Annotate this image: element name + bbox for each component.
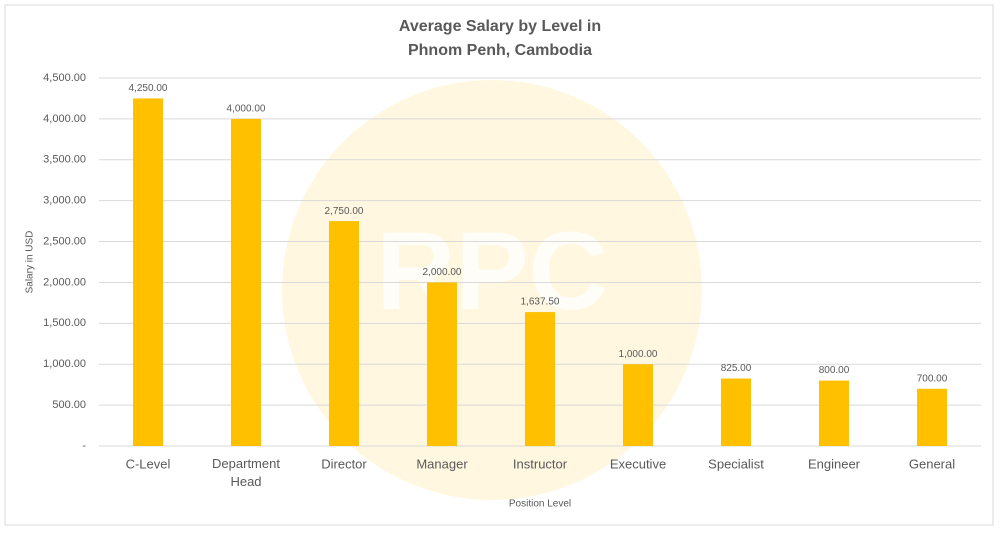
x-tick-label: Manager xyxy=(416,456,468,471)
y-tick-label: 3,500.00 xyxy=(43,154,86,166)
value-label: 825.00 xyxy=(721,363,752,374)
value-label: 4,250.00 xyxy=(129,83,168,94)
bar xyxy=(329,221,359,446)
bar xyxy=(133,98,163,446)
y-tick-label: 500.00 xyxy=(52,399,86,411)
y-tick-label: 4,500.00 xyxy=(43,72,86,84)
y-tick-label: 1,000.00 xyxy=(43,358,86,370)
bar xyxy=(819,380,849,446)
value-label: 800.00 xyxy=(819,365,850,376)
bar xyxy=(525,312,555,446)
y-tick-label: 4,000.00 xyxy=(43,113,86,125)
y-tick-label: 1,500.00 xyxy=(43,317,86,329)
value-label: 2,750.00 xyxy=(325,206,364,217)
bar xyxy=(231,118,261,446)
x-tick-label: Executive xyxy=(610,456,666,471)
bar xyxy=(427,282,457,446)
y-axis-label: Salary in USD xyxy=(25,231,36,294)
x-tick-label: Instructor xyxy=(513,456,568,471)
y-tick-label: 2,500.00 xyxy=(43,235,86,247)
x-axis-label: Position Level xyxy=(509,499,571,510)
x-tick-label: Specialist xyxy=(708,456,764,471)
value-label: 2,000.00 xyxy=(423,267,462,278)
watermark: RPC xyxy=(376,210,608,333)
x-tick-label: C-Level xyxy=(126,456,171,471)
bar xyxy=(623,364,653,446)
chart-title: Phnom Penh, Cambodia xyxy=(408,42,592,59)
value-label: 4,000.00 xyxy=(227,104,266,115)
y-tick-label: - xyxy=(82,440,86,452)
x-tick-label: Department Head xyxy=(212,456,280,489)
chart-title: Average Salary by Level in xyxy=(399,18,601,35)
watermark-circle xyxy=(282,80,702,500)
bar xyxy=(917,388,947,446)
x-tick-label: Director xyxy=(321,456,367,471)
x-tick-label: General xyxy=(909,456,955,471)
value-label: 700.00 xyxy=(917,373,948,384)
y-tick-label: 3,000.00 xyxy=(43,195,86,207)
x-tick-label: Engineer xyxy=(808,456,861,471)
value-label: 1,000.00 xyxy=(619,349,658,360)
value-label: 1,637.50 xyxy=(521,297,560,308)
bar xyxy=(721,378,751,446)
y-tick-label: 2,000.00 xyxy=(43,276,86,288)
